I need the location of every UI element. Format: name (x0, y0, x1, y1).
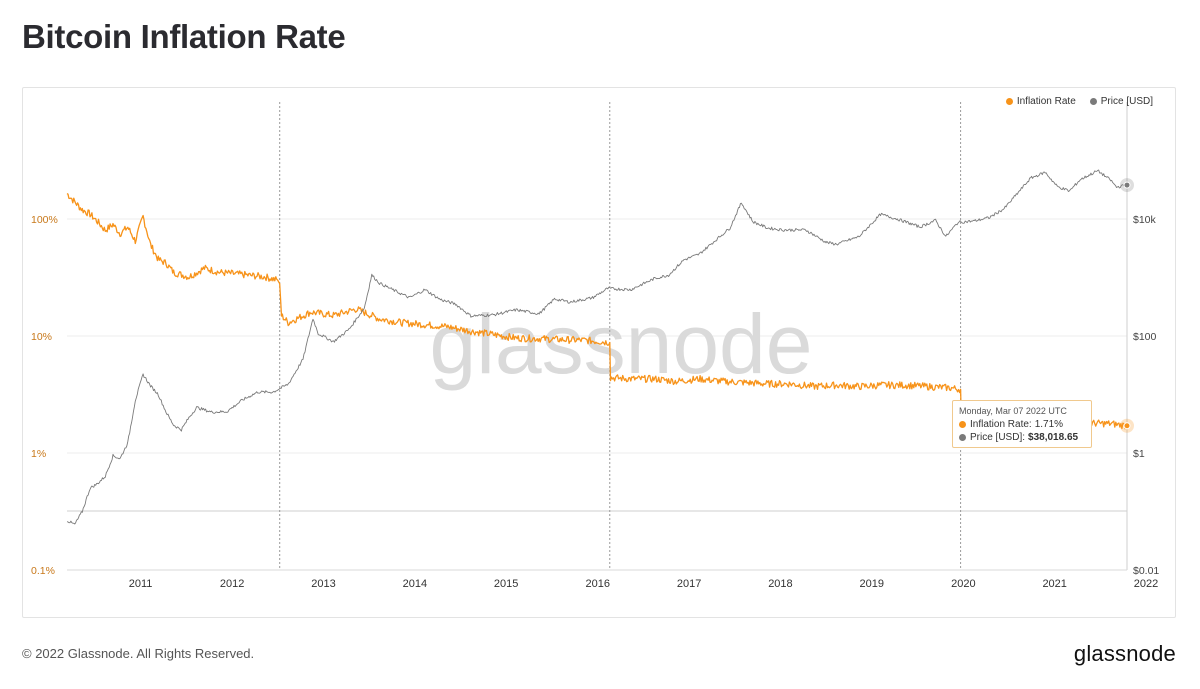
marker-inflation (1123, 422, 1131, 430)
x-tick-label: 2014 (403, 578, 427, 590)
page-title: Bitcoin Inflation Rate (22, 18, 346, 55)
x-tick-label: 2018 (768, 578, 792, 590)
tooltip-dot-price (959, 434, 966, 441)
y-right-tick-label: $10k (1133, 214, 1157, 226)
y-left-tick-label: 10% (31, 331, 52, 343)
legend: Inflation Rate Price [USD] (1005, 96, 1153, 107)
legend-dot-price (1089, 98, 1097, 105)
legend-label-price: Price [USD] (1100, 96, 1153, 107)
chart: glassnode 0.1% 1% 10% 100% $0.01 $1 $100 $10k 20… (31, 102, 1159, 590)
y-right-tick-label: $0.01 (1133, 565, 1159, 577)
y-right-tick-label: $100 (1133, 331, 1157, 343)
legend-item-price[interactable]: Price [USD] (1089, 96, 1153, 107)
y-left-tick-label: 100% (31, 214, 58, 226)
x-tick-label: 2013 (311, 578, 335, 590)
tooltip-price-label: Price [USD]: (970, 432, 1026, 443)
tooltip-inflation-label: Inflation Rate: (970, 419, 1032, 430)
watermark: glassnode (430, 297, 813, 391)
x-tick-label: 2015 (494, 578, 518, 590)
chart-card: glassnode 0.1% 1% 10% 100% $0.01 $1 $100 $10k 20… (22, 87, 1176, 618)
y-left-tick-label: 1% (31, 448, 46, 460)
brand-logo[interactable]: glassnode (1073, 641, 1176, 666)
x-tick-label: 2020 (951, 578, 975, 590)
x-tick-label: 2012 (220, 578, 244, 590)
tooltip-date: Monday, Mar 07 2022 UTC (959, 406, 1067, 416)
tooltip-dot-inflation (959, 421, 966, 428)
x-tick-label: 2016 (586, 578, 610, 590)
y-left-tick-label: 0.1% (31, 565, 55, 577)
series-line-price (66, 169, 1128, 525)
y-right-tick-label: $1 (1133, 448, 1145, 460)
x-tick-label: 2022 (1134, 578, 1158, 590)
x-tick-label: 2017 (677, 578, 701, 590)
chart-tooltip: Monday, Mar 07 2022 UTC Inflation Rate: … (952, 400, 1092, 448)
x-tick-label: 2019 (860, 578, 884, 590)
marker-price (1123, 181, 1131, 189)
x-tick-label: 2021 (1042, 578, 1066, 590)
tooltip-inflation-value: 1.71% (1034, 419, 1064, 430)
tooltip-price-value: $38,018.65 (1028, 432, 1079, 443)
legend-item-inflation[interactable]: Inflation Rate (1005, 96, 1076, 107)
copyright-text: © 2022 Glassnode. All Rights Reserved. (22, 646, 255, 661)
legend-label-inflation: Inflation Rate (1016, 96, 1076, 107)
series-line-inflation (66, 193, 1128, 440)
legend-dot-inflation (1005, 98, 1013, 105)
x-tick-label: 2011 (129, 578, 153, 590)
